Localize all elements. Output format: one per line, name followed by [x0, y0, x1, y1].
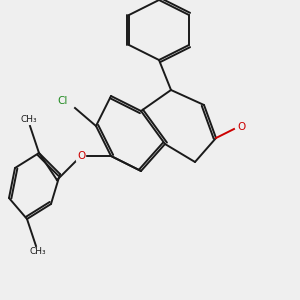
Text: Cl: Cl — [58, 95, 68, 106]
Text: O: O — [237, 122, 246, 133]
Text: CH₃: CH₃ — [20, 116, 37, 124]
Text: CH₃: CH₃ — [29, 248, 46, 256]
Text: O: O — [77, 151, 85, 161]
